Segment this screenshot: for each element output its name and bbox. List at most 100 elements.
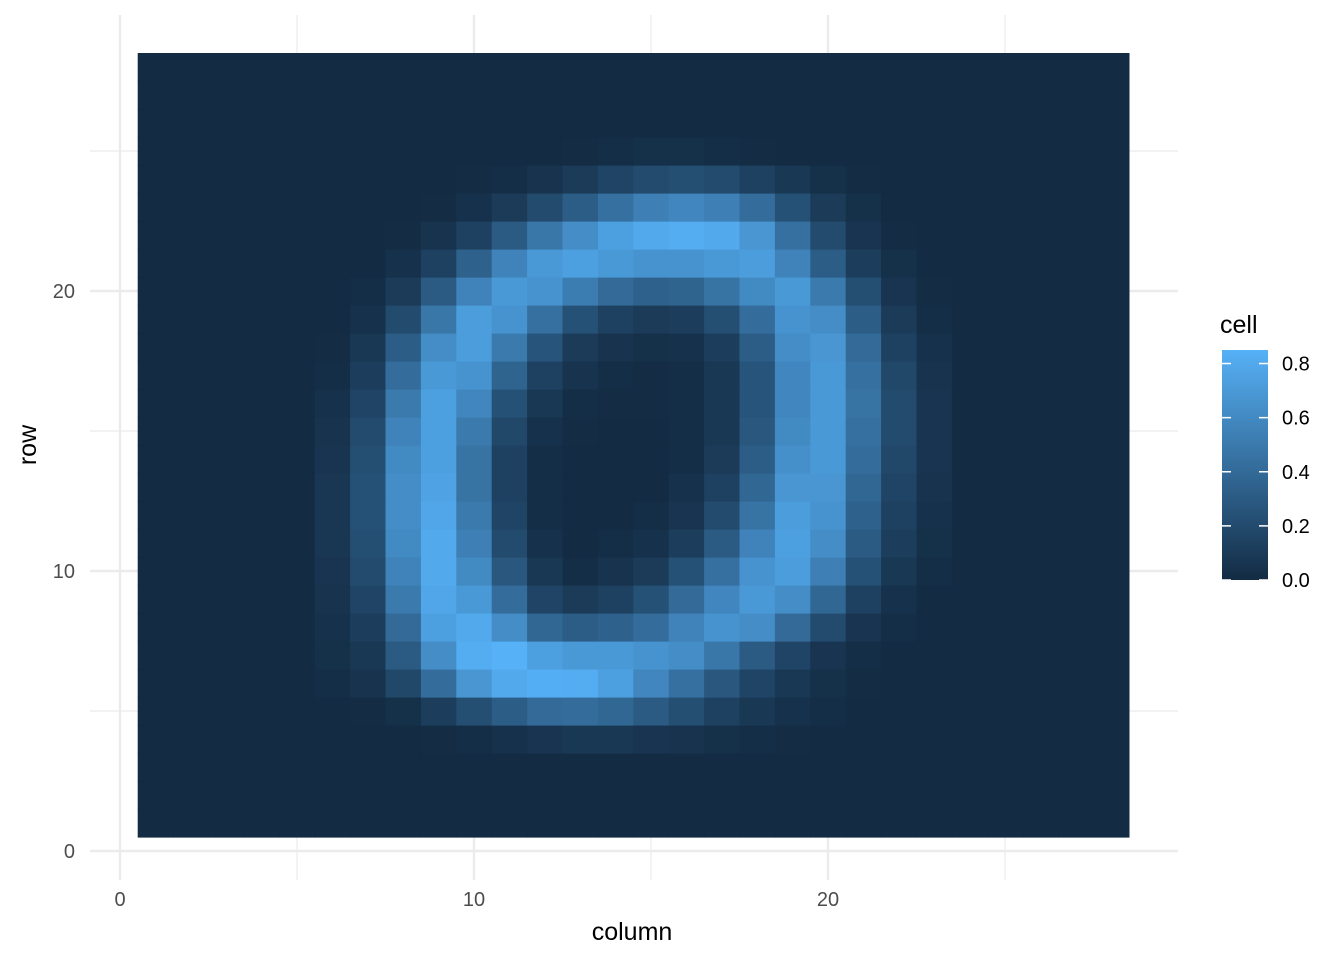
heatmap-cell: [491, 137, 528, 166]
heatmap-cell: [137, 165, 174, 194]
heatmap-cell: [173, 109, 210, 138]
heatmap-cell: [208, 193, 245, 222]
legend-tick-label: 0.4: [1282, 462, 1310, 484]
heatmap-cell: [810, 81, 847, 110]
heatmap-cell: [704, 669, 741, 698]
heatmap-cell: [137, 221, 174, 250]
heatmap-cell: [385, 529, 422, 558]
heatmap-cell: [668, 529, 705, 558]
heatmap-cell: [385, 445, 422, 474]
heatmap-cell: [951, 753, 988, 782]
heatmap-cell: [739, 613, 776, 642]
heatmap-cell: [633, 557, 670, 586]
heatmap-cell: [350, 585, 387, 614]
heatmap-cell: [845, 361, 882, 390]
heatmap-cell: [491, 501, 528, 530]
heatmap-cell: [456, 53, 493, 82]
heatmap-cell: [208, 109, 245, 138]
heatmap-cell: [810, 613, 847, 642]
heatmap-cell: [208, 529, 245, 558]
heatmap-cell: [137, 305, 174, 334]
heatmap-cell: [314, 53, 351, 82]
heatmap-cell: [420, 249, 457, 278]
heatmap-cell: [1022, 585, 1059, 614]
heatmap-cell: [633, 305, 670, 334]
heatmap-cell: [1093, 697, 1130, 726]
heatmap-cell: [739, 417, 776, 446]
heatmap-cell: [810, 725, 847, 754]
heatmap-cell: [810, 501, 847, 530]
heatmap-cell: [208, 809, 245, 838]
heatmap-cell: [951, 193, 988, 222]
heatmap-cell: [1093, 193, 1130, 222]
heatmap-cell: [1058, 53, 1095, 82]
heatmap-cell: [1058, 781, 1095, 810]
heatmap-cell: [173, 389, 210, 418]
heatmap-cell: [350, 753, 387, 782]
x-tick-label: 0: [114, 889, 125, 911]
heatmap-cell: [456, 277, 493, 306]
heatmap-cell: [173, 81, 210, 110]
heatmap-cell: [173, 557, 210, 586]
heatmap-cell: [1022, 809, 1059, 838]
heatmap-cell: [314, 585, 351, 614]
heatmap-cell: [562, 221, 599, 250]
heatmap-cell: [633, 109, 670, 138]
heatmap-cell: [845, 305, 882, 334]
heatmap-cell: [491, 165, 528, 194]
heatmap-cell: [208, 501, 245, 530]
heatmap-cell: [845, 781, 882, 810]
heatmap-cell: [350, 53, 387, 82]
heatmap-cell: [243, 137, 280, 166]
heatmap-cell: [1093, 53, 1130, 82]
heatmap-cell: [491, 417, 528, 446]
heatmap-cell: [1022, 305, 1059, 334]
heatmap-cell: [243, 641, 280, 670]
heatmap-cell: [243, 277, 280, 306]
heatmap-cell: [527, 641, 564, 670]
heatmap-cell: [314, 445, 351, 474]
heatmap-cell: [420, 277, 457, 306]
heatmap-cell: [951, 501, 988, 530]
heatmap-cell: [420, 333, 457, 362]
heatmap-cell: [881, 445, 918, 474]
heatmap-cell: [314, 501, 351, 530]
heatmap-cell: [1058, 697, 1095, 726]
heatmap-cell: [597, 641, 634, 670]
heatmap-cell: [562, 529, 599, 558]
heatmap-cell: [704, 445, 741, 474]
heatmap-cell: [845, 417, 882, 446]
heatmap-cell: [562, 753, 599, 782]
heatmap-cell: [845, 109, 882, 138]
y-tick-label: 10: [53, 561, 75, 583]
heatmap-cell: [633, 221, 670, 250]
heatmap-cell: [243, 557, 280, 586]
heatmap-cell: [881, 137, 918, 166]
heatmap-cell: [951, 809, 988, 838]
heatmap-cell: [137, 389, 174, 418]
heatmap-cell: [987, 501, 1024, 530]
heatmap-cell: [279, 473, 316, 502]
heatmap-cell: [1093, 109, 1130, 138]
heatmap-cell: [562, 641, 599, 670]
heatmap-cell: [633, 333, 670, 362]
heatmap-cell: [562, 473, 599, 502]
heatmap-cell: [845, 613, 882, 642]
heatmap-cell: [491, 109, 528, 138]
heatmap-cell: [456, 165, 493, 194]
heatmap-cell: [491, 473, 528, 502]
heatmap-cell: [704, 53, 741, 82]
heatmap-cell: [456, 641, 493, 670]
heatmap-cell: [491, 781, 528, 810]
heatmap-cell: [668, 809, 705, 838]
heatmap-cell: [739, 725, 776, 754]
heatmap-cell: [881, 781, 918, 810]
heatmap-cell: [1093, 165, 1130, 194]
heatmap-cell: [597, 165, 634, 194]
heatmap-cell: [1022, 81, 1059, 110]
heatmap-cell: [1093, 305, 1130, 334]
heatmap-cell: [845, 809, 882, 838]
heatmap-cell: [739, 501, 776, 530]
heatmap-cell: [385, 137, 422, 166]
heatmap-cell: [491, 725, 528, 754]
